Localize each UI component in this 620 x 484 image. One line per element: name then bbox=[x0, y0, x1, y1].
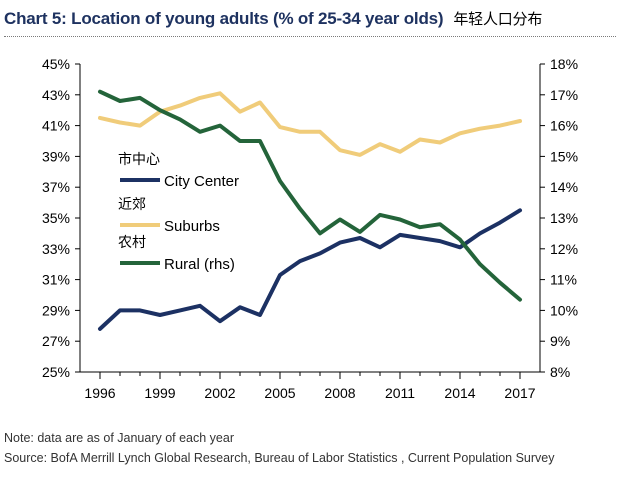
chart-title: Chart 5: Location of young adults (% of … bbox=[4, 8, 542, 29]
right-axis-tick-label: 12% bbox=[550, 241, 578, 257]
left-axis-tick-label: 41% bbox=[42, 118, 70, 134]
x-axis-tick-label: 1996 bbox=[84, 385, 115, 401]
line-chart: 25% 27% 29% 31% 33% 35% 37% 39% 41% 43% 45% 8% 9% 10%… bbox=[42, 56, 578, 401]
left-axis-tick-label: 33% bbox=[42, 241, 70, 257]
chart-title-text: Chart 5: Location of young adults (% of … bbox=[4, 9, 444, 28]
note-text: Note: data are as of January of each yea… bbox=[4, 431, 234, 445]
x-axis-tick-label: 2017 bbox=[504, 385, 535, 401]
left-axis-tick-label: 39% bbox=[42, 148, 70, 164]
right-axis-tick-label: 11% bbox=[550, 272, 577, 288]
series-line-suburbs bbox=[98, 91, 522, 157]
left-axis-tick-label: 25% bbox=[42, 364, 70, 380]
left-axis-tick-label: 31% bbox=[42, 272, 70, 288]
series-line-rural-rhs bbox=[98, 89, 522, 302]
notes: Note: data are as of January of each yea… bbox=[4, 428, 555, 468]
series-line-city-center bbox=[98, 208, 522, 331]
left-axis-tick-label: 29% bbox=[42, 302, 70, 318]
legend-label-cn-suburbs: 近郊 bbox=[118, 196, 146, 212]
right-axis-tick-label: 16% bbox=[550, 118, 578, 134]
legend-label-city-center: City Center bbox=[164, 173, 239, 190]
left-axis-tick-label: 27% bbox=[42, 333, 70, 349]
legend-label-cn-rural-rhs: 农村 bbox=[118, 234, 146, 250]
right-axis-tick-label: 17% bbox=[550, 87, 578, 103]
legend-label-cn-city-center: 市中心 bbox=[118, 151, 160, 167]
title-divider bbox=[4, 36, 616, 37]
right-axis-tick-label: 14% bbox=[550, 179, 578, 195]
right-axis-tick-label: 13% bbox=[550, 210, 578, 226]
left-axis-tick-label: 35% bbox=[42, 210, 70, 226]
left-axis-tick-label: 43% bbox=[42, 87, 70, 103]
left-axis-tick-label: 45% bbox=[42, 56, 70, 72]
legend-label-suburbs: Suburbs bbox=[164, 218, 220, 235]
x-axis-tick-label: 2005 bbox=[264, 385, 295, 401]
x-axis-tick-label: 2008 bbox=[324, 385, 355, 401]
left-axis-tick-label: 37% bbox=[42, 179, 70, 195]
right-axis-tick-label: 18% bbox=[550, 56, 578, 72]
right-axis-tick-label: 15% bbox=[550, 148, 578, 164]
right-axis-tick-label: 9% bbox=[550, 333, 570, 349]
right-axis-tick-label: 8% bbox=[550, 364, 570, 380]
source-text: Source: BofA Merrill Lynch Global Resear… bbox=[4, 451, 555, 465]
x-axis-tick-label: 2002 bbox=[204, 385, 235, 401]
legend-label-rural-rhs: Rural (rhs) bbox=[164, 256, 235, 273]
chart-title-cn: 年轻人口分布 bbox=[453, 11, 543, 28]
right-axis-tick-label: 10% bbox=[550, 302, 578, 318]
x-axis-tick-label: 2011 bbox=[385, 385, 415, 401]
x-axis-tick-label: 1999 bbox=[144, 385, 175, 401]
x-axis-tick-label: 2014 bbox=[444, 385, 475, 401]
